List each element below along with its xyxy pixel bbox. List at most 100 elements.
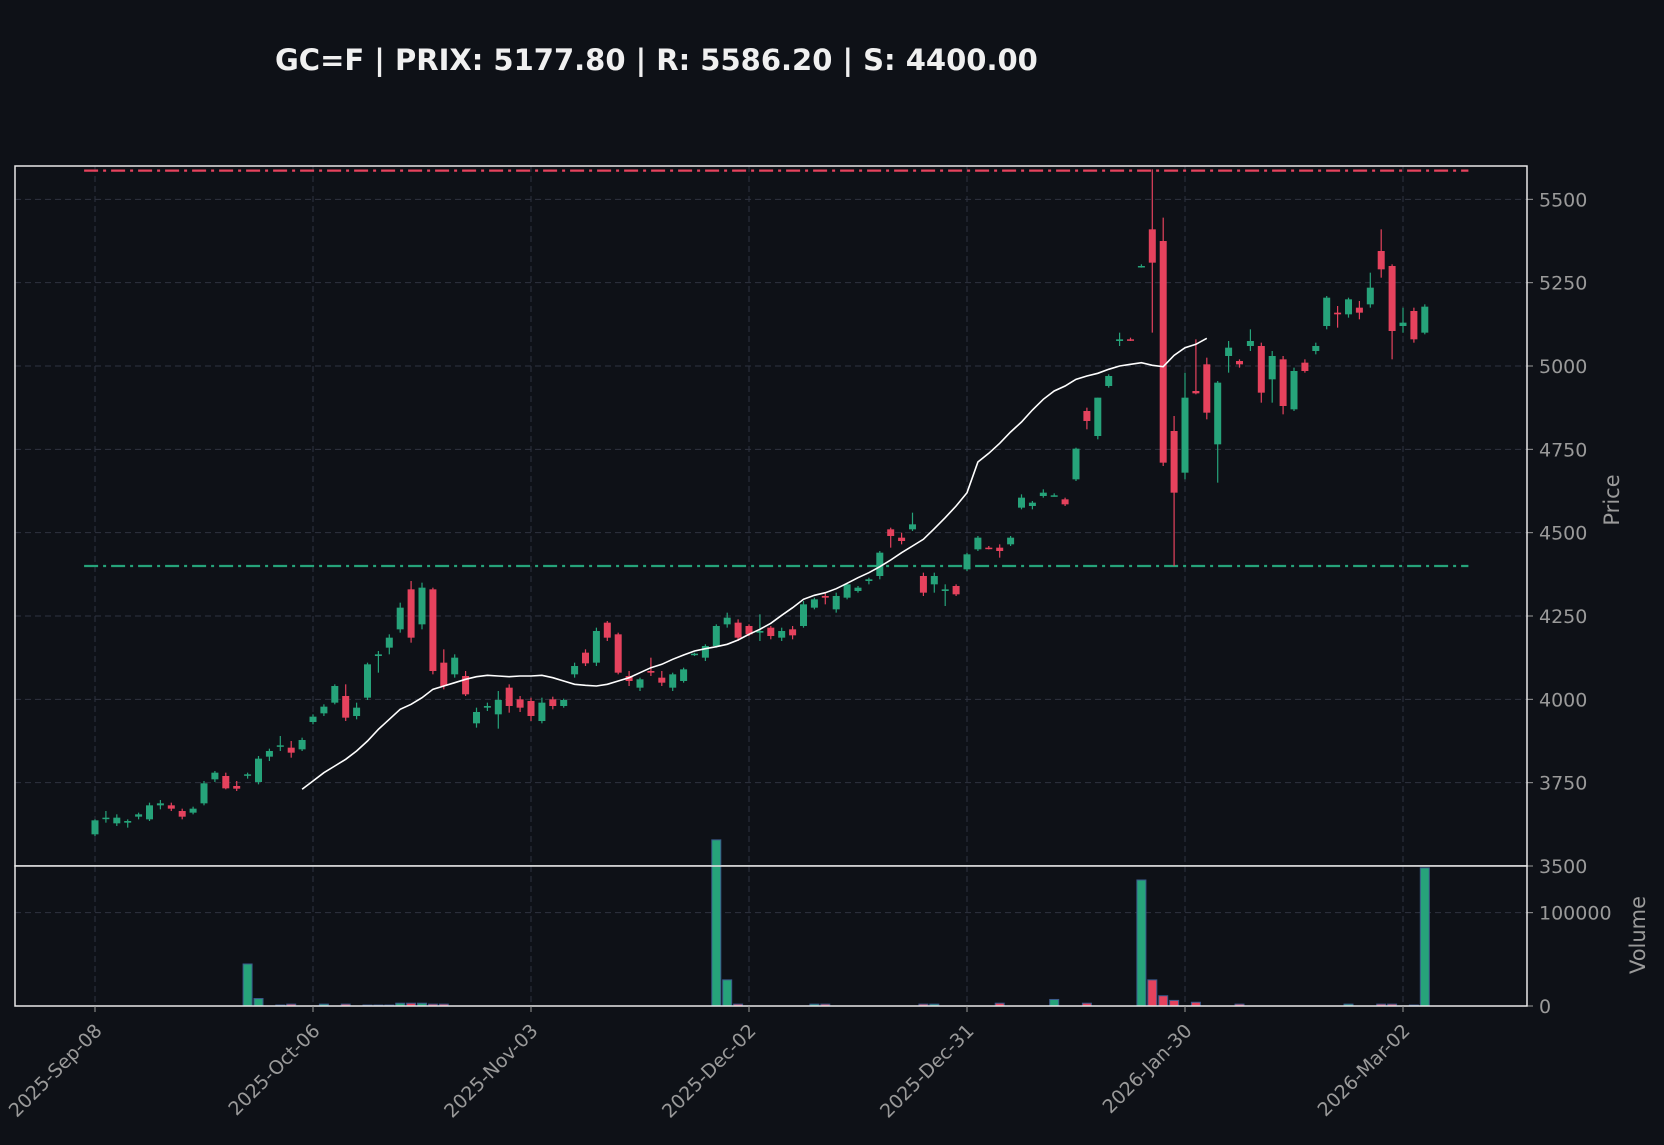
candle-body	[832, 596, 840, 610]
volume-bar	[1419, 867, 1430, 1007]
candle-body	[647, 671, 655, 673]
candle-body	[1116, 339, 1124, 341]
candle-body	[1236, 361, 1243, 365]
candle-body	[658, 677, 666, 683]
candle-body	[200, 783, 208, 804]
candle-body	[364, 664, 371, 698]
candle-body	[1246, 341, 1254, 346]
candle-body	[963, 554, 971, 570]
x-tick-label: 2026-Mar-02	[1314, 1020, 1415, 1121]
candle-body	[385, 637, 393, 648]
volume-panel-frame	[14, 865, 1528, 1007]
candle-body	[396, 607, 404, 630]
candle-body	[810, 599, 818, 608]
candle-body	[1399, 322, 1407, 326]
volume-panel-bg	[15, 866, 1527, 1006]
x-tick-label: 2025-Sep-08	[5, 1020, 107, 1122]
candle-body	[636, 679, 644, 688]
candle-body	[494, 700, 502, 715]
price-tick-label: 3500	[1539, 856, 1587, 878]
candle-body	[167, 805, 175, 809]
candle-body	[712, 626, 720, 646]
chart-title: GC=F | PRIX: 5177.80 | R: 5586.20 | S: 4…	[275, 43, 1038, 77]
candle-body	[233, 786, 241, 789]
candle-body	[102, 817, 110, 820]
candle-body	[1377, 251, 1385, 270]
candle-body	[1170, 431, 1178, 493]
candle-body	[876, 552, 884, 576]
candle-body	[451, 657, 459, 675]
candle-body	[996, 547, 1004, 551]
candle-body	[1355, 307, 1363, 313]
candle-body	[898, 537, 906, 541]
candle-body	[974, 537, 982, 550]
candle-body	[1334, 312, 1342, 315]
x-tick-label: 2026-Jan-30	[1099, 1020, 1197, 1118]
candle-body	[222, 776, 230, 789]
candle-body	[1345, 299, 1352, 315]
candle-body	[582, 652, 589, 664]
candle-body	[211, 772, 219, 780]
candle-body	[483, 706, 491, 708]
candle-body	[320, 706, 328, 714]
candle-body	[1421, 306, 1429, 333]
candle-body	[527, 701, 535, 716]
candle-body	[930, 576, 938, 585]
volume-axis-label: Volume	[1626, 896, 1650, 974]
candle-body	[255, 758, 262, 782]
candle-body	[407, 589, 415, 638]
candle-body	[1214, 382, 1222, 445]
candle-body	[603, 622, 611, 638]
x-axis: 2025-Sep-08 2025-Oct-06 2025-Nov-03 2025-De…	[5, 1006, 1415, 1123]
candle-body	[473, 712, 480, 724]
price-tick-label: 4500	[1539, 523, 1587, 545]
candle-body	[418, 587, 426, 625]
candle-body	[156, 803, 164, 806]
candle-body	[1192, 391, 1200, 394]
candle-body	[1083, 411, 1091, 421]
candle-body	[592, 631, 600, 663]
candle-body	[723, 617, 731, 625]
candle-body	[1203, 364, 1211, 413]
candle-body	[505, 687, 513, 706]
candle-body	[789, 629, 797, 636]
candle-body	[538, 702, 546, 721]
candle-body	[124, 821, 132, 823]
candle-body	[1105, 376, 1113, 386]
volume-bar	[1049, 998, 1060, 1007]
candle-body	[843, 584, 851, 598]
candle-body	[1279, 359, 1287, 406]
candle-body	[146, 805, 153, 820]
candle-body	[374, 654, 382, 656]
candle-body	[1181, 397, 1189, 473]
candle-body	[854, 587, 862, 591]
price-tick-label: 5000	[1539, 356, 1587, 378]
candle-body	[462, 676, 470, 695]
candle-body	[298, 740, 306, 750]
candle-body	[353, 707, 361, 716]
candle-body	[1268, 356, 1276, 380]
candle-body	[1366, 287, 1374, 305]
candle-body	[178, 811, 186, 817]
candle-body	[919, 576, 927, 593]
candle-body	[91, 820, 99, 835]
candle-body	[865, 579, 873, 581]
volume-bar	[1158, 995, 1169, 1007]
x-tick-label: 2025-Oct-06	[224, 1020, 324, 1120]
candle-body	[560, 700, 568, 706]
candle-body	[734, 622, 742, 638]
x-tick-label: 2025-Nov-03	[440, 1020, 542, 1122]
price-tick-label: 4250	[1539, 606, 1587, 628]
volume-bar	[711, 839, 722, 1007]
candle-body	[909, 524, 916, 530]
candle-body	[800, 604, 807, 626]
candle-body	[1410, 311, 1418, 340]
candle-body	[113, 817, 121, 824]
candle-body	[429, 589, 437, 671]
candle-body	[887, 529, 895, 536]
candle-body	[778, 631, 786, 638]
candle-body	[342, 696, 350, 718]
price-axis-label: Price	[1600, 474, 1624, 525]
volume-bar	[253, 998, 264, 1007]
candle-body	[549, 699, 557, 706]
